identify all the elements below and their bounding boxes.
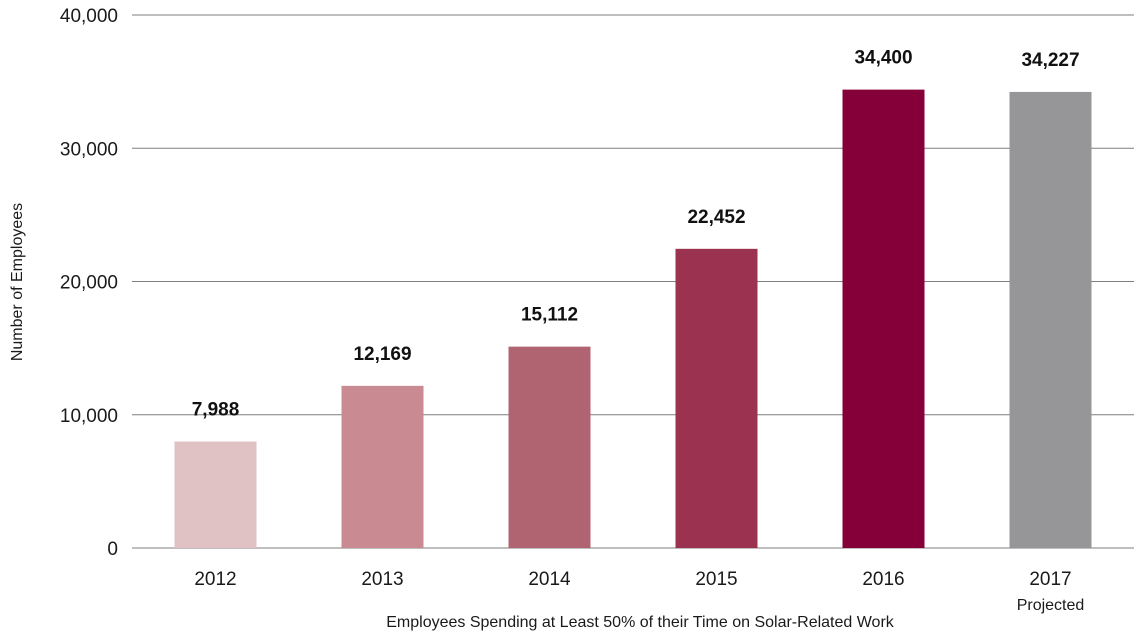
x-tick-label: 2012 [194, 569, 236, 590]
data-label: 34,227 [1021, 50, 1079, 71]
y-tick-label: 10,000 [60, 406, 118, 427]
bars [174, 89, 1092, 549]
x-tick-label: 2014 [528, 569, 571, 590]
y-tick-label: 0 [107, 539, 118, 560]
x-axis-title: Employees Spending at Least 50% of their… [386, 614, 895, 631]
data-label: 15,112 [521, 305, 578, 326]
y-tick-label: 40,000 [60, 6, 118, 27]
x-tick-label: 2015 [695, 569, 737, 590]
x-axis-ticks: 2012 2013 2014 2015 2016 2017 Projected [194, 569, 1084, 614]
y-axis-title: Number of Employees [9, 203, 26, 361]
bar [1009, 91, 1092, 548]
data-label: 34,400 [854, 48, 912, 69]
x-tick-sublabel: Projected [1017, 597, 1085, 614]
y-tick-label: 30,000 [60, 139, 118, 160]
x-tick-label: 2017 [1029, 569, 1071, 590]
y-axis-ticks: 0 10,000 20,000 30,000 40,000 [60, 6, 118, 560]
x-tick-label: 2016 [862, 569, 904, 590]
data-label: 22,452 [687, 207, 745, 228]
bar [842, 89, 925, 549]
gridlines [132, 14, 1134, 549]
data-label: 7,988 [192, 400, 240, 421]
x-tick-label: 2013 [361, 569, 403, 590]
bar [508, 346, 591, 548]
data-labels: 7,988 12,169 15,112 22,452 34,400 34,227 [192, 48, 1080, 421]
data-label: 12,169 [353, 344, 411, 365]
bar [341, 385, 424, 548]
bar [675, 248, 758, 549]
bar [174, 441, 257, 548]
y-tick-label: 20,000 [60, 273, 118, 294]
